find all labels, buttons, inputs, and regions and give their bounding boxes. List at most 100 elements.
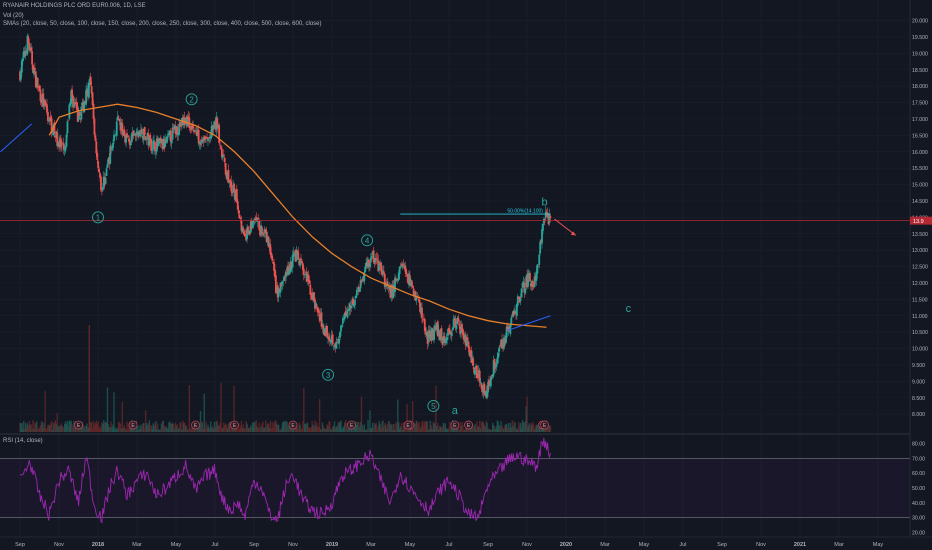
candle-body bbox=[516, 304, 518, 316]
volume-bar bbox=[448, 427, 450, 432]
volume-bar bbox=[143, 423, 145, 432]
candle-body bbox=[159, 137, 162, 143]
candle-body bbox=[462, 329, 464, 336]
candle-body bbox=[194, 130, 197, 132]
volume-bar bbox=[225, 425, 228, 432]
candle-body bbox=[452, 319, 455, 329]
volume-bar bbox=[218, 425, 220, 432]
candle-body bbox=[355, 290, 358, 296]
candle-body bbox=[147, 133, 150, 146]
volume-bar bbox=[65, 424, 68, 432]
candle-body bbox=[332, 345, 335, 347]
candle-body bbox=[483, 383, 486, 395]
volume-bar bbox=[478, 426, 480, 432]
sma-legend: SMAs (20, close, 50, close, 100, close, … bbox=[3, 21, 322, 27]
candle-body bbox=[512, 311, 515, 317]
candle-body bbox=[356, 288, 359, 290]
price-tick-label: 19.000 bbox=[912, 51, 928, 57]
volume-bar bbox=[24, 422, 27, 432]
candle-body bbox=[395, 279, 398, 281]
earnings-marker-label: E bbox=[543, 423, 547, 429]
candle-body bbox=[252, 219, 255, 224]
candle-body bbox=[436, 321, 439, 337]
candle-body bbox=[50, 118, 53, 134]
volume-bar bbox=[438, 426, 441, 432]
volume-bar bbox=[381, 421, 383, 432]
candle-body bbox=[126, 133, 128, 135]
volume-bar bbox=[431, 428, 433, 432]
candle-body bbox=[510, 317, 513, 324]
candle-body bbox=[215, 116, 218, 130]
volume-bar bbox=[160, 423, 163, 432]
price-tick-label: 18.500 bbox=[912, 68, 928, 74]
volume-bar bbox=[281, 422, 284, 432]
candle-body bbox=[46, 104, 48, 113]
candle-body bbox=[91, 92, 94, 106]
candle-body bbox=[544, 211, 547, 219]
volume-bar bbox=[358, 426, 361, 432]
candle-body bbox=[169, 130, 172, 142]
candle-body bbox=[299, 259, 301, 266]
candle-body bbox=[504, 335, 507, 344]
volume-bar bbox=[104, 421, 107, 432]
volume-bar bbox=[422, 420, 424, 432]
candle-body bbox=[514, 310, 516, 314]
candle-body bbox=[418, 299, 421, 303]
candle-body bbox=[72, 95, 74, 108]
candle-body bbox=[345, 313, 348, 316]
symbol-title: RYANAIR HOLDINGS PLC ORD EUR0.006, 1D, L… bbox=[3, 3, 146, 9]
candle-body bbox=[99, 172, 101, 178]
candle-body bbox=[232, 184, 234, 192]
candle-body bbox=[253, 218, 256, 221]
time-tick-label: May bbox=[405, 542, 416, 548]
candle-body bbox=[270, 252, 273, 256]
volume-bar bbox=[123, 425, 125, 432]
volume-bar bbox=[393, 424, 395, 432]
volume-bar bbox=[158, 429, 161, 432]
candle-body bbox=[238, 214, 241, 219]
volume-bar bbox=[268, 427, 271, 432]
time-tick-label: Mar bbox=[600, 542, 610, 548]
candle-body bbox=[234, 190, 236, 200]
candle-body bbox=[207, 137, 210, 139]
volume-bar bbox=[335, 426, 338, 432]
candle-body bbox=[465, 339, 468, 347]
candle-body bbox=[248, 230, 250, 234]
volume-bar bbox=[492, 422, 494, 432]
candle-body bbox=[420, 307, 422, 314]
volume-bar bbox=[401, 429, 404, 432]
volume-bar bbox=[344, 422, 346, 432]
candle-body bbox=[489, 376, 492, 387]
volume-bar bbox=[153, 426, 155, 432]
candle-body bbox=[396, 278, 399, 281]
volume-bar bbox=[133, 427, 136, 432]
wave-label-circle bbox=[322, 368, 335, 381]
candle-body bbox=[540, 239, 542, 242]
candle-body bbox=[468, 346, 471, 356]
candle-body bbox=[119, 121, 122, 131]
volume-bar bbox=[222, 427, 224, 432]
volume-bar bbox=[461, 422, 463, 432]
candle-body bbox=[397, 272, 400, 280]
candle-body bbox=[324, 330, 327, 336]
volume-bar bbox=[112, 424, 114, 432]
candle-body bbox=[221, 154, 224, 158]
candle-body bbox=[48, 117, 51, 122]
volume-bar bbox=[128, 423, 130, 432]
candle-body bbox=[542, 223, 544, 231]
rsi-tick-label: 40.00 bbox=[912, 501, 925, 507]
candle-body bbox=[315, 302, 317, 308]
candle-body bbox=[85, 90, 87, 105]
volume-bar bbox=[388, 421, 391, 432]
candle-body bbox=[506, 325, 509, 331]
earnings-marker-circle bbox=[74, 420, 83, 430]
volume-bar bbox=[404, 426, 406, 432]
volume-bar bbox=[276, 423, 278, 432]
volume-bar bbox=[150, 425, 152, 432]
volume-bar bbox=[83, 426, 85, 432]
candle-body bbox=[53, 122, 56, 135]
candle-body bbox=[261, 233, 264, 235]
volume-bar bbox=[310, 427, 312, 432]
